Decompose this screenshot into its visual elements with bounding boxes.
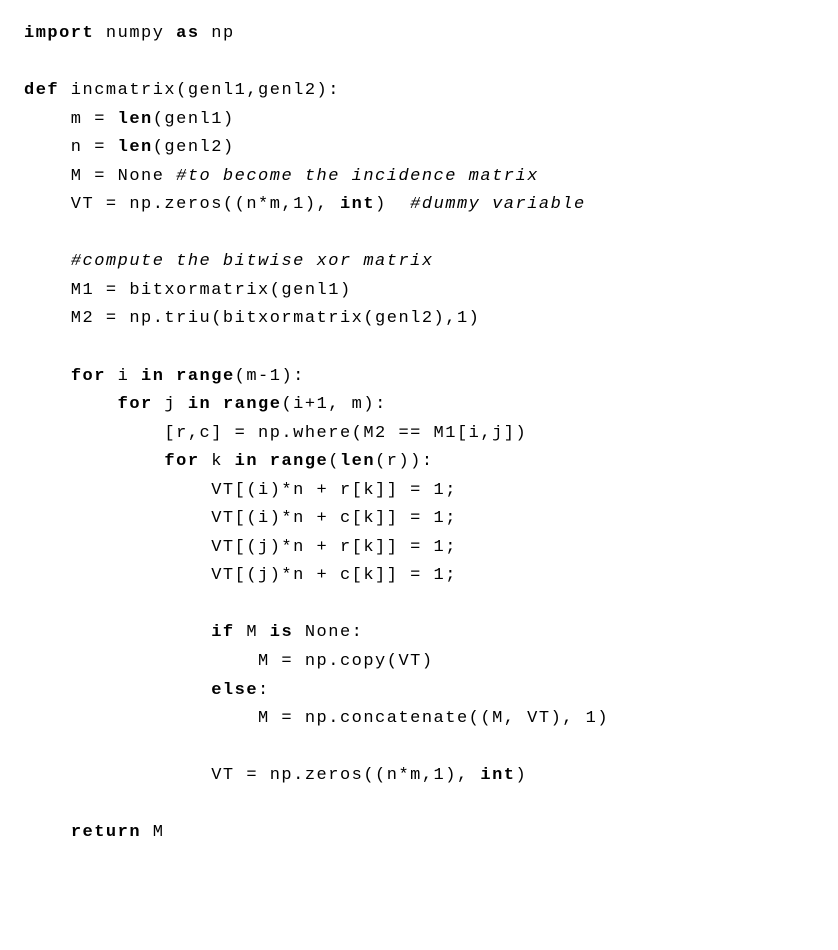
token-kw: import	[24, 24, 94, 43]
token-kw: as	[176, 24, 199, 43]
token-kw: def	[24, 81, 59, 100]
token-kw: for	[164, 452, 199, 471]
token-kw: in	[235, 452, 258, 471]
token-kw: len	[118, 110, 153, 129]
token-kw: len	[118, 138, 153, 157]
token-kw: is	[270, 623, 293, 642]
token-kw: in	[141, 367, 164, 386]
token-kw: in	[188, 395, 211, 414]
token-cm: #dummy variable	[410, 195, 586, 214]
token-kw: len	[340, 452, 375, 471]
token-kw: if	[211, 623, 234, 642]
token-kw: return	[71, 823, 141, 842]
token-kw: int	[480, 766, 515, 785]
token-kw: for	[118, 395, 153, 414]
token-kw: range	[176, 367, 235, 386]
token-cm: #compute the bitwise xor matrix	[71, 252, 434, 271]
token-kw: range	[270, 452, 329, 471]
token-kw: range	[223, 395, 282, 414]
token-kw: int	[340, 195, 375, 214]
token-cm: #to become the incidence matrix	[176, 167, 539, 186]
token-kw: for	[71, 367, 106, 386]
token-kw: else	[211, 681, 258, 700]
code-listing: import numpy as np def incmatrix(genl1,g…	[24, 20, 814, 848]
